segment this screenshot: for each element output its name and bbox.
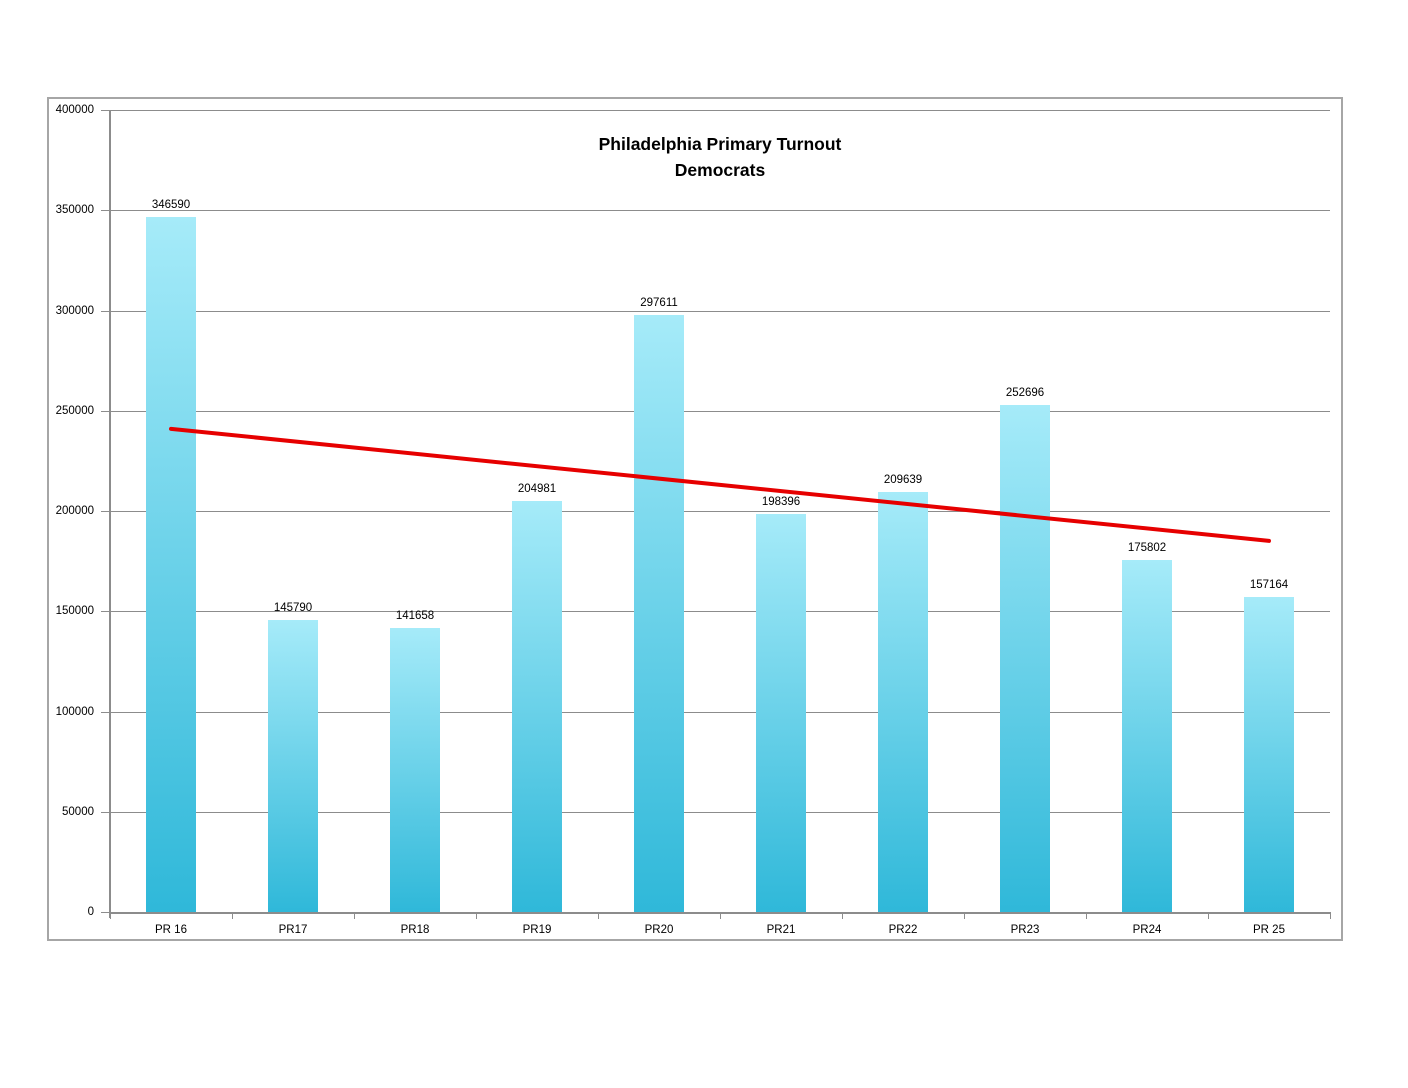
gridline [110, 511, 1330, 512]
y-tick-label: 350000 [55, 204, 94, 217]
bar-value-label: 145790 [273, 601, 313, 614]
x-axis-tick [476, 912, 477, 919]
x-tick-label: PR 16 [155, 924, 187, 936]
y-tick-label: 250000 [55, 404, 94, 417]
y-axis-tick [101, 912, 110, 913]
x-axis-line [109, 912, 1330, 914]
bar-value-label: 346590 [151, 199, 191, 212]
bar-value-label: 141658 [395, 609, 435, 622]
bar-value-label: 297611 [640, 297, 678, 310]
x-tick-label: PR22 [888, 924, 918, 936]
gridline [110, 210, 1330, 212]
x-axis-tick [1330, 912, 1331, 919]
y-axis-tick [101, 511, 110, 512]
bar-value-label: 204981 [517, 483, 557, 495]
bar-pr21 [756, 514, 806, 912]
y-axis-tick [101, 811, 110, 813]
bar-pr19 [512, 501, 562, 912]
y-tick-label: 0 [87, 906, 94, 918]
x-axis-tick [720, 912, 721, 919]
gridline [110, 110, 1330, 111]
trendline-segment [169, 426, 1271, 543]
y-tick-label: 200000 [55, 505, 94, 517]
y-axis-tick [101, 711, 110, 713]
bar-pr25 [1244, 596, 1294, 912]
x-tick-label: PR17 [278, 924, 308, 936]
y-axis-line [109, 110, 111, 918]
y-tick-label: 50000 [62, 805, 94, 818]
y-axis-tick [101, 310, 110, 312]
gridline [110, 811, 1330, 813]
bar-pr20 [634, 315, 684, 912]
x-axis-tick [964, 912, 965, 919]
x-tick-label: PR19 [522, 924, 552, 936]
bar-value-label: 157164 [1249, 578, 1289, 591]
bar-value-label: 252696 [1005, 387, 1045, 400]
x-tick-label: PR24 [1132, 924, 1162, 936]
x-axis-tick [598, 912, 599, 919]
bar-pr24 [1122, 559, 1172, 912]
x-tick-label: PR23 [1010, 924, 1040, 936]
bar-pr16 [146, 217, 196, 912]
gridline [110, 310, 1330, 312]
gridline [110, 611, 1330, 613]
x-axis-tick [354, 912, 355, 919]
bar-pr18 [390, 627, 440, 912]
y-tick-label: 150000 [55, 605, 94, 618]
y-axis-tick [101, 410, 110, 412]
y-axis-tick [101, 110, 110, 111]
bar-pr23 [1000, 405, 1050, 912]
y-axis-tick [101, 210, 110, 212]
x-axis-tick [842, 912, 843, 919]
x-tick-label: PR21 [766, 924, 796, 936]
gridline [110, 410, 1330, 412]
y-tick-label: 100000 [55, 705, 94, 718]
gridline [110, 711, 1330, 713]
y-axis-tick [101, 611, 110, 613]
x-tick-label: PR18 [400, 924, 430, 936]
x-tick-label: PR 25 [1253, 924, 1285, 936]
x-axis-tick [1208, 912, 1209, 919]
bar-pr17 [268, 619, 318, 912]
bar-value-label: 175802 [1127, 541, 1167, 554]
x-tick-label: PR20 [644, 924, 674, 936]
bar-pr22 [878, 491, 928, 912]
bar-value-label: 209639 [883, 473, 923, 486]
x-axis-tick [232, 912, 233, 919]
plot-area: 400000 350000 300000 250000 200000 150000 1000… [56, 104, 1331, 936]
y-tick-label: 300000 [55, 304, 94, 317]
x-axis-tick [1086, 912, 1087, 919]
bar-value-label: 198396 [761, 496, 801, 509]
y-tick-label: 400000 [55, 104, 94, 116]
